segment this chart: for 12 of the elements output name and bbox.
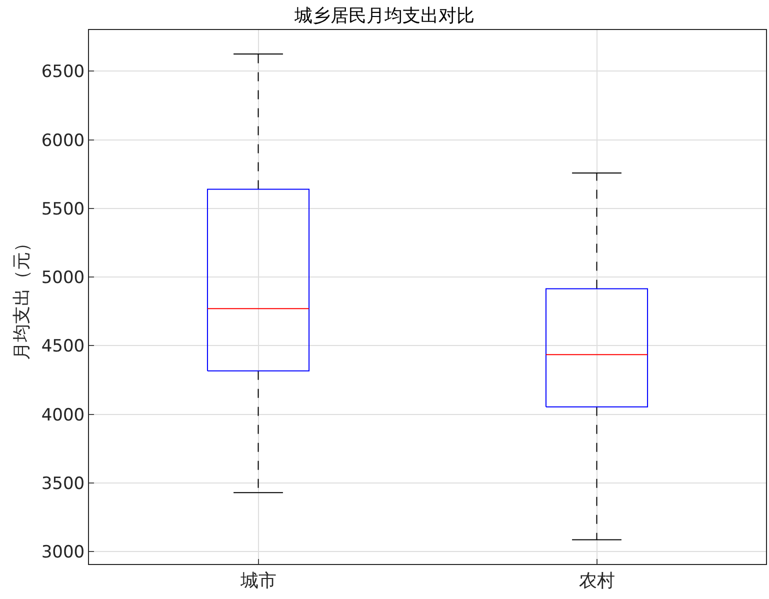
y-tick-label: 4000 — [41, 405, 85, 426]
y-axis-title: 月均支出（元） — [12, 234, 33, 360]
y-tick-label: 5500 — [41, 199, 85, 220]
y-tick-label: 6500 — [41, 62, 85, 82]
chart-title: 城乡居民月均支出对比 — [294, 6, 474, 27]
y-tick-label: 4500 — [41, 336, 85, 357]
y-tick-label: 6000 — [41, 130, 85, 151]
y-tick-label: 5000 — [41, 268, 85, 288]
x-tick-label: 农村 — [578, 570, 615, 592]
x-tick-label: 城市 — [239, 570, 276, 592]
y-tick-label: 3500 — [41, 474, 85, 494]
y-tick-label: 3000 — [41, 542, 85, 563]
